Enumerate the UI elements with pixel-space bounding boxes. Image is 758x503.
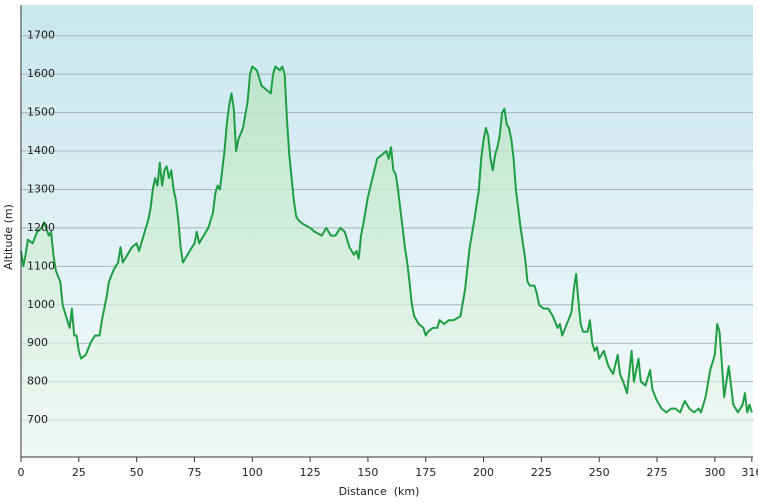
- elevation-area: [21, 66, 752, 457]
- y-tick-label: 1400: [27, 144, 55, 157]
- y-tick-label: 900: [27, 336, 48, 349]
- x-tick-label: 300: [704, 466, 725, 479]
- y-tick-label: 800: [27, 375, 48, 388]
- x-tick-label: 125: [300, 466, 321, 479]
- x-tick-label: 200: [473, 466, 494, 479]
- y-tick-label: 1100: [27, 259, 55, 272]
- x-tick-label: 225: [531, 466, 552, 479]
- x-axis-label: Distance (km): [339, 485, 420, 498]
- x-tick-label: 0: [18, 466, 25, 479]
- x-tick-label: 150: [357, 466, 378, 479]
- y-axis-label: Altitude (m): [2, 204, 15, 270]
- x-tick-label: 100: [242, 466, 263, 479]
- x-tick-label: 175: [415, 466, 436, 479]
- y-tick-label: 1000: [27, 298, 55, 311]
- y-tick-label: 1200: [27, 221, 55, 234]
- y-tick-label: 1300: [27, 182, 55, 195]
- elevation-line: [20, 65, 753, 414]
- x-tick-label: 316: [741, 466, 758, 479]
- y-tick-label: 700: [27, 413, 48, 426]
- x-tick-label: 250: [589, 466, 610, 479]
- x-tick-label: 25: [72, 466, 86, 479]
- y-tick-label: 1700: [27, 29, 55, 42]
- x-tick-label: 275: [647, 466, 668, 479]
- x-tick-label: 75: [187, 466, 201, 479]
- x-tick-label: 50: [130, 466, 144, 479]
- y-tick-label: 1600: [27, 67, 55, 80]
- y-tick-label: 1500: [27, 106, 55, 119]
